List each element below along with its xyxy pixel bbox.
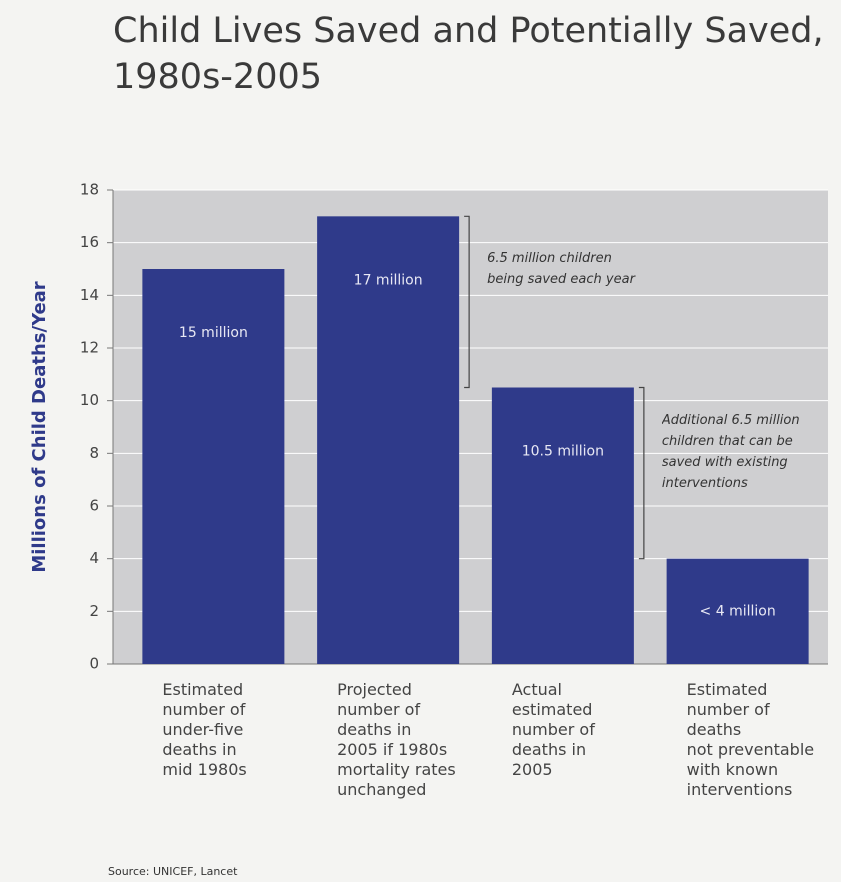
annotation-box: Additional 6.5 million children that can…	[661, 412, 800, 491]
x-tick-label-box: Actual estimated number of deaths in 200…	[511, 680, 595, 779]
bar	[666, 558, 809, 664]
value-label: 15 million	[179, 325, 248, 341]
y-tick-label: 18	[80, 181, 99, 199]
x-tick-label-box: Estimated number of deaths not preventab…	[686, 680, 815, 799]
bracket	[638, 386, 645, 560]
y-tick-label: 8	[89, 444, 99, 462]
chart-title: Child Lives Saved and Potentially Saved,…	[113, 11, 824, 97]
x-tick-label: Projected number of deaths in 2005 if 19…	[337, 680, 456, 799]
value-label: 17 million	[354, 272, 423, 288]
y-tick-label: 16	[80, 233, 99, 251]
bar	[491, 387, 634, 664]
bar	[317, 216, 460, 665]
y-tick-label: 10	[80, 391, 99, 409]
x-tick-label: Estimated number of under-five deaths in…	[162, 680, 247, 779]
x-tick-label: Actual estimated number of deaths in 200…	[511, 680, 595, 779]
value-label: < 4 million	[700, 603, 776, 619]
bracket	[464, 215, 470, 389]
y-tick-label: 12	[80, 339, 99, 357]
value-label: 10.5 million	[522, 444, 604, 460]
annotation: Additional 6.5 million children that can…	[661, 412, 800, 491]
source: Source: UNICEF, Lancet	[108, 865, 238, 878]
y-tick-label: 2	[89, 602, 99, 620]
y-tick-label: 0	[89, 655, 99, 673]
annotation-box: 6.5 million children being saved each ye…	[487, 251, 635, 288]
x-tick-label-box: Projected number of deaths in 2005 if 19…	[337, 680, 456, 799]
y-tick-label: 4	[89, 549, 99, 567]
x-tick-label: Estimated number of deaths not preventab…	[686, 680, 815, 799]
y-tick-label: 6	[89, 497, 99, 515]
y-axis-label: Millions of Child Deaths/Year	[29, 281, 50, 572]
bar	[142, 269, 285, 664]
x-tick-label-box: Estimated number of under-five deaths in…	[162, 680, 247, 779]
title-box: Child Lives Saved and Potentially Saved,…	[113, 11, 824, 97]
y-tick-label: 14	[80, 286, 99, 304]
annotation: 6.5 million children being saved each ye…	[487, 251, 635, 288]
